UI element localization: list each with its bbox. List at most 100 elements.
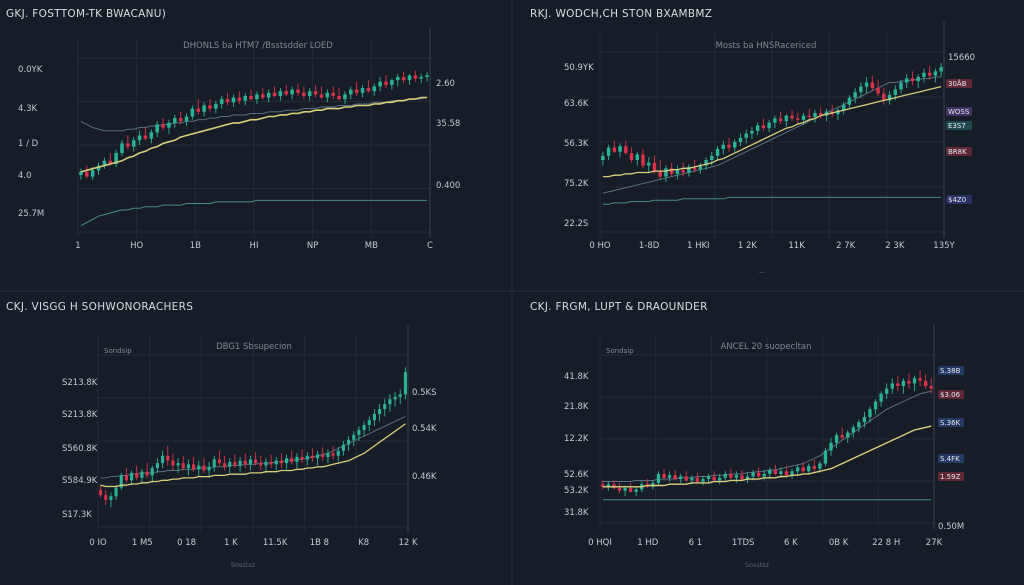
candle-body: [893, 89, 897, 95]
candle-body: [79, 171, 83, 176]
x-tick-label: 0 HQI: [588, 538, 612, 548]
y-tick-label: 4.3K: [18, 104, 38, 114]
candle-body: [687, 166, 691, 173]
chart-panel-top-right[interactable]: Mosts ba HNSRacericed — 50.9YK 63.6K 56.3K 75…: [514, 0, 1024, 290]
candle-body: [706, 476, 711, 480]
candle-body: [372, 86, 377, 92]
candle-body: [834, 435, 839, 443]
candle-body: [331, 453, 335, 456]
candlestick-chart[interactable]: DBG1 Sbsupecion Sondsip Sosstsz S213.8K S213…: [0, 293, 510, 583]
price-tag-label: E3S7: [948, 122, 966, 130]
candle-body: [723, 473, 727, 478]
candle-body: [261, 94, 265, 98]
candle-body: [927, 72, 932, 76]
baseline-line: [602, 196, 942, 205]
price-tag-label: S.4FK: [940, 455, 960, 463]
candle-body: [360, 88, 365, 93]
candle-body: [836, 110, 840, 115]
candle-body: [390, 80, 394, 85]
candle-body: [173, 118, 177, 123]
candlestick-chart[interactable]: Mosts ba HNSRacericed — 50.9YK 63.6K 56.3K 75…: [514, 0, 1024, 290]
panel-title: CKJ. VISGG H SOHWONORACHERS: [6, 301, 194, 313]
candle-body: [629, 153, 634, 160]
price-tag-bg: [938, 418, 964, 427]
candle-body: [310, 455, 314, 459]
vertical-divider: [511, 0, 513, 585]
x-tick-label: C: [427, 241, 433, 251]
candle-body: [126, 143, 130, 147]
right-axis-tick-label: 0.5KS: [412, 388, 437, 398]
candle-body: [624, 146, 628, 154]
candle-body: [824, 111, 829, 116]
x-tick-label: 6 1: [689, 538, 703, 548]
candle-body: [618, 146, 622, 152]
candle-body: [278, 91, 283, 96]
candle-body: [818, 463, 822, 469]
candle-body: [186, 464, 190, 469]
candle-body: [628, 488, 633, 492]
candle-body: [266, 92, 271, 98]
chart-panel-bottom-left[interactable]: DBG1 Sbsupecion Sondsip Sosstsz S213.8K S213…: [0, 293, 510, 583]
candle-body: [873, 401, 878, 410]
series-sublabel: Sondsip: [104, 347, 132, 355]
price-tag-bg: [946, 147, 972, 156]
candle-body: [419, 76, 423, 79]
x-tick-label: 22 8 H: [872, 538, 900, 548]
candle-body: [756, 472, 761, 477]
candle-body: [337, 95, 341, 100]
candle-body: [114, 487, 118, 497]
chart-panel-bottom-right[interactable]: ANCEL 20 suopecltan Sondsip Sosstsz 41.8K 21…: [514, 293, 1024, 583]
candle-body: [296, 89, 300, 93]
candle-body: [137, 135, 142, 141]
candle-body: [922, 72, 926, 77]
chart-panel-top-left[interactable]: DHONLS ba HTM7 /Bsstsdder LOED 0.0YK 4.3K 1…: [0, 0, 510, 290]
y-tick-label: S560.8K: [62, 444, 98, 454]
x-tick-label: MB: [365, 241, 378, 251]
right-axis-tick-label: 0.400: [436, 181, 460, 191]
candle-body: [751, 472, 755, 477]
candle-body: [367, 420, 371, 426]
candle-body: [269, 461, 273, 465]
candle-body: [383, 404, 387, 410]
y-tick-label: 63.6K: [564, 99, 589, 109]
candle-body: [784, 115, 789, 122]
x-tick-label: 1 M5: [132, 538, 153, 548]
candle-body: [208, 105, 212, 109]
chart-caption: ANCEL 20 suopecltan: [720, 342, 811, 352]
price-tag-bg: [946, 195, 972, 204]
candle-body: [916, 76, 920, 82]
candle-body: [202, 465, 206, 471]
chart-footer: Sosstsz: [745, 561, 770, 569]
candle-body: [617, 488, 622, 491]
candle-body: [887, 94, 892, 101]
price-tag-bg: [938, 454, 964, 463]
candle-body: [767, 122, 771, 129]
price-tag-label: S.38B: [940, 367, 961, 375]
candlestick-chart[interactable]: ANCEL 20 suopecltan Sondsip Sosstsz 41.8K 21…: [514, 293, 1024, 583]
candle-body: [161, 455, 165, 464]
gridlines: [599, 335, 935, 529]
x-tick-label: 1-8D: [639, 241, 660, 251]
candle-body: [225, 99, 230, 103]
candlestick-chart[interactable]: DHONLS ba HTM7 /Bsstsdder LOED 0.0YK 4.3K 1…: [0, 0, 510, 290]
candle-body: [398, 394, 402, 397]
candle-body: [401, 76, 406, 81]
candle-body: [248, 459, 252, 465]
candle-body: [184, 116, 189, 122]
candle-body: [354, 89, 359, 93]
candle-body: [228, 461, 232, 467]
candle-body: [864, 82, 869, 87]
horizontal-divider: [0, 290, 1024, 292]
y-tick-label: 22.2S: [564, 219, 588, 229]
candles: [601, 63, 943, 183]
x-tick-label: 0B K: [829, 538, 849, 548]
candle-body: [675, 169, 680, 174]
candle-body: [325, 92, 330, 98]
candle-body: [155, 124, 159, 133]
candles: [79, 70, 429, 180]
candle-body: [178, 118, 183, 122]
candle-body: [721, 144, 725, 149]
candle-body: [378, 81, 382, 87]
candle-body: [692, 166, 697, 170]
